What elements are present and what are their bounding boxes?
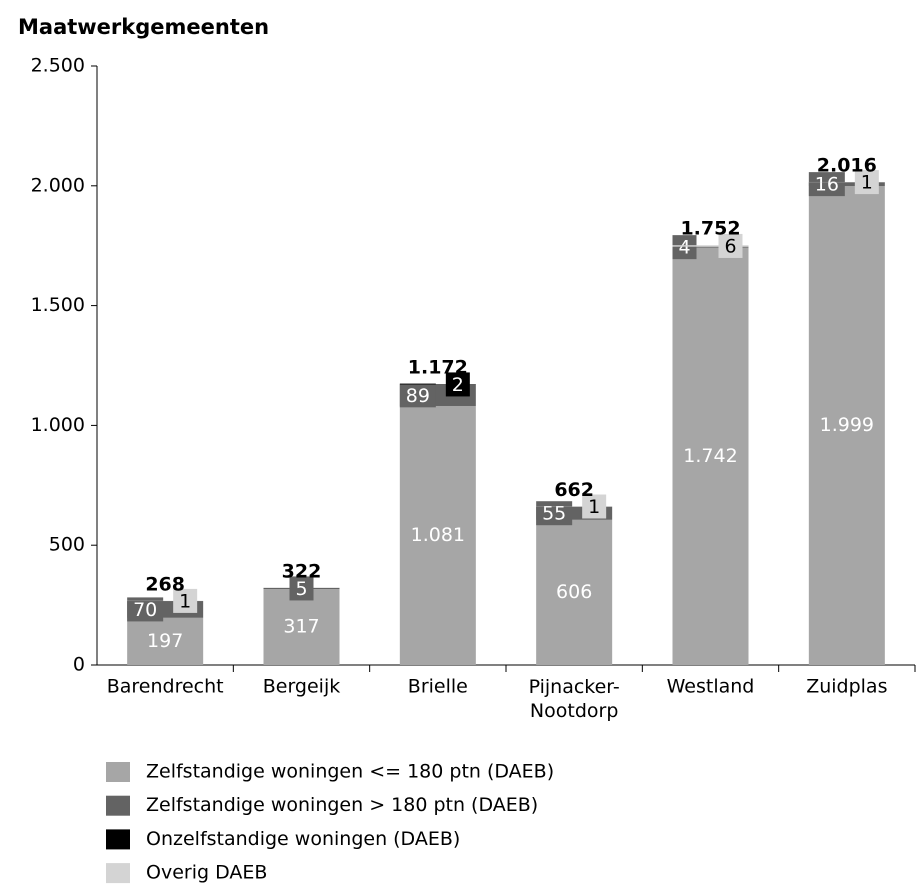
value-label-box — [854, 170, 879, 195]
value-label: 1 — [588, 496, 600, 518]
value-label-box — [173, 588, 198, 613]
bar-segment — [536, 519, 613, 665]
total-label: 1.752 — [680, 218, 740, 240]
bar-segment — [127, 617, 204, 665]
y-tick-label: 1.000 — [31, 414, 85, 436]
value-label-box — [289, 576, 314, 601]
value-label: 6 — [724, 235, 736, 257]
legend-swatch — [106, 863, 130, 884]
value-label-box — [718, 233, 743, 258]
value-label-box — [808, 172, 845, 197]
value-label-box — [672, 235, 697, 260]
x-tick-label: Westland — [667, 676, 755, 698]
value-label: 1 — [861, 172, 873, 194]
total-label: 662 — [554, 479, 594, 501]
value-label: 1.742 — [683, 445, 737, 467]
x-tick-label: Barendrecht — [107, 676, 224, 698]
y-tick-label: 1.500 — [31, 294, 85, 316]
bar-segment — [808, 186, 885, 665]
bar-segment — [672, 247, 749, 665]
value-label-box — [127, 597, 164, 622]
legend-label: Zelfstandige woningen <= 180 ptn (DAEB) — [146, 761, 554, 783]
y-tick-label: 0 — [73, 654, 85, 676]
legend-label: Overig DAEB — [146, 862, 267, 884]
total-label: 1.172 — [408, 357, 468, 379]
total-label: 322 — [282, 560, 322, 582]
x-tick-label: Pijnacker-Nootdorp — [529, 676, 620, 722]
value-label-box — [582, 494, 607, 519]
bar-segment — [399, 405, 476, 665]
bar-segment — [808, 182, 885, 187]
value-label: 4 — [678, 237, 690, 259]
value-label: 5 — [295, 578, 307, 600]
value-label: 606 — [556, 581, 592, 603]
x-tick-label: Bergeijk — [263, 676, 341, 698]
y-tick-label: 2.500 — [31, 55, 85, 77]
value-label: 1 — [179, 590, 191, 612]
legend-swatch — [106, 762, 130, 782]
legend-label: Zelfstandige woningen > 180 ptn (DAEB) — [146, 794, 538, 816]
value-label: 1.999 — [820, 414, 874, 436]
bar-segment — [263, 589, 340, 665]
chart-title: Maatwerkgemeenten — [18, 15, 269, 39]
legend-swatch — [106, 795, 130, 816]
value-label-box — [399, 383, 436, 408]
value-label: 2 — [452, 374, 464, 396]
value-label: 197 — [147, 630, 183, 652]
x-tick-label: Brielle — [408, 676, 468, 698]
legend-label: Onzelfstandige woningen (DAEB) — [146, 828, 460, 850]
total-label: 268 — [145, 573, 185, 595]
value-label: 70 — [133, 599, 157, 621]
value-label: 1.081 — [411, 524, 465, 546]
x-tick-label: Zuidplas — [806, 676, 887, 698]
y-tick-label: 500 — [49, 534, 85, 556]
value-label: 55 — [542, 503, 566, 525]
y-tick-label: 2.000 — [31, 174, 85, 196]
legend-swatch — [106, 829, 130, 850]
value-label-box — [536, 501, 573, 526]
value-label: 16 — [815, 174, 839, 196]
value-label: 89 — [406, 385, 430, 407]
value-label-box — [445, 372, 470, 397]
bar-segment — [672, 245, 749, 247]
value-label: 317 — [283, 616, 319, 638]
bar-segment — [672, 246, 749, 248]
total-label: 2.016 — [817, 154, 877, 176]
